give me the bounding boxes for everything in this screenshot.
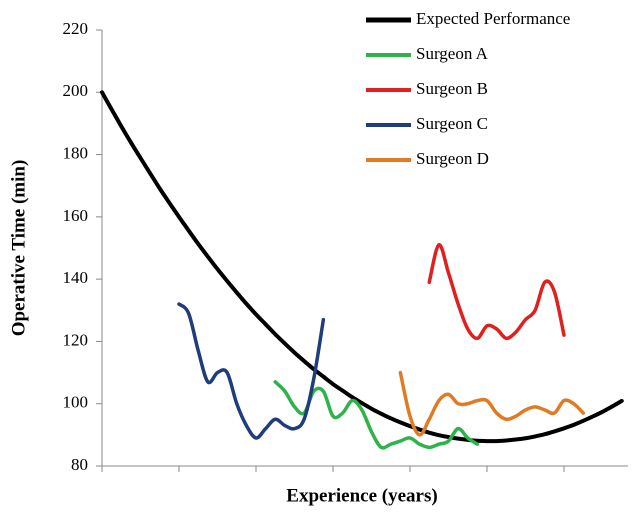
y-tick-label: 200 (63, 81, 89, 100)
y-tick-label: 140 (63, 268, 89, 287)
y-tick-label: 180 (63, 143, 89, 162)
x-axis-title: Experience (years) (286, 485, 437, 506)
legend-label: Surgeon D (416, 149, 489, 168)
series-line (398, 370, 585, 437)
series-line (427, 243, 566, 341)
y-tick-label: 80 (71, 455, 88, 474)
y-axis-title: Operative Time (min) (8, 160, 29, 337)
y-tick-label: 100 (63, 393, 89, 412)
y-tick-label: 160 (63, 206, 89, 225)
series-line (100, 90, 624, 444)
y-tick-label: 220 (63, 19, 89, 38)
series-line (177, 302, 326, 440)
legend-label: Surgeon C (416, 114, 488, 133)
legend-label: Surgeon A (416, 44, 489, 63)
legend-label: Surgeon B (416, 79, 488, 98)
y-tick-label: 120 (63, 330, 89, 349)
legend-label: Expected Performance (416, 9, 570, 28)
